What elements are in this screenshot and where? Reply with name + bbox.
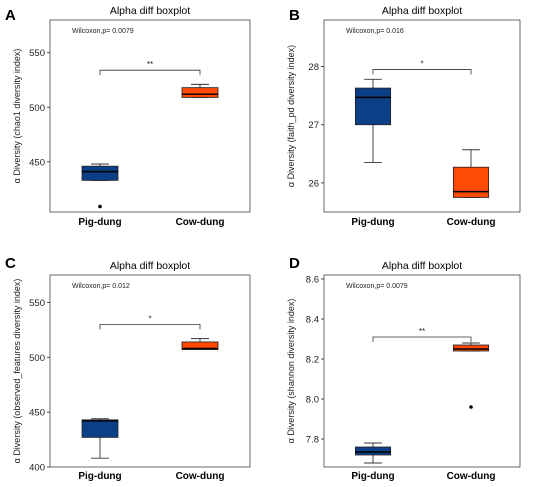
panel-d: D Alpha diff boxplot 7.8 8.0 8.2 8.4 8.6 α Dive…	[286, 255, 521, 482]
panel-a: A Alpha diff boxplot 450 500 550 α Diversity …	[5, 5, 251, 228]
significance-stars: *	[420, 59, 423, 68]
y-tick-label: 26	[308, 178, 319, 189]
panel-label: B	[289, 7, 300, 24]
chart-title: Alpha diff boxplot	[110, 260, 190, 272]
stat-text: Wilcoxon,p= 0.0079	[346, 283, 408, 290]
chart-title: Alpha diff boxplot	[110, 5, 190, 17]
x-category-label: Pig-dung	[351, 471, 394, 482]
x-category-label: Cow-dung	[176, 217, 225, 228]
box-iqr	[81, 419, 119, 438]
y-tick-label: 450	[29, 157, 45, 168]
panel-c: C Alpha diff boxplot 400 450 500 550 α Diversi…	[5, 255, 251, 482]
y-tick-label: 7.8	[306, 435, 319, 446]
y-tick-label: 550	[29, 48, 45, 59]
plot-frame	[49, 274, 251, 468]
significance-bracket	[372, 336, 472, 342]
box-iqr	[354, 446, 392, 456]
box-iqr	[354, 87, 392, 126]
box-iqr	[452, 344, 490, 352]
x-category-label: Pig-dung	[351, 217, 394, 228]
box-pig-dung	[81, 163, 119, 209]
y-tick-label: 500	[29, 103, 45, 114]
panel-label: C	[5, 255, 16, 272]
y-axis-label: α Diversity (chao1 diversity index)	[12, 49, 22, 184]
box-cow-dung	[181, 338, 219, 351]
x-category-label: Cow-dung	[447, 471, 496, 482]
box-cow-dung	[452, 149, 490, 198]
y-tick-label: 8.0	[306, 395, 319, 406]
significance-stars: *	[148, 314, 151, 323]
box-pig-dung	[354, 442, 392, 464]
x-category-label: Cow-dung	[176, 471, 225, 482]
y-tick-label: 450	[29, 408, 45, 419]
plot-frame	[49, 19, 251, 213]
y-axis-label: α Diversity (observed_features diversity…	[12, 279, 22, 464]
panel-b: B Alpha diff boxplot 26 27 28 α Diversity (fa…	[286, 5, 521, 228]
box-iqr	[452, 166, 490, 198]
stat-text: Wilcoxon,p= 0.012	[72, 283, 130, 290]
panel-label: D	[289, 255, 300, 272]
y-axis-label: α Diversity (shannon diversity index)	[286, 299, 296, 444]
significance-stars: **	[419, 327, 425, 336]
y-tick-label: 28	[308, 62, 319, 73]
y-tick-label: 400	[29, 463, 45, 474]
y-tick-label: 8.2	[306, 355, 319, 366]
box-pig-dung	[81, 418, 119, 459]
y-tick-label: 550	[29, 298, 45, 309]
y-tick-label: 8.4	[306, 315, 319, 326]
box-pig-dung	[354, 78, 392, 163]
x-category-label: Pig-dung	[78, 217, 121, 228]
box-iqr	[181, 341, 219, 351]
y-tick-label: 27	[308, 120, 319, 131]
outlier-point	[98, 204, 102, 209]
plot-frame	[323, 274, 521, 468]
y-tick-label: 8.6	[306, 275, 319, 286]
panel-label: A	[5, 7, 16, 24]
box-cow-dung	[452, 342, 490, 409]
box-cow-dung	[181, 83, 219, 98]
outlier-point	[469, 405, 473, 409]
significance-bracket	[99, 69, 201, 76]
significance-stars: **	[147, 60, 153, 69]
box-iqr	[181, 87, 219, 98]
y-tick-label: 500	[29, 353, 45, 364]
x-category-label: Pig-dung	[78, 471, 121, 482]
y-axis-label: α Diversity (faith_pd diversity index)	[286, 45, 296, 187]
plot-frame	[323, 19, 521, 213]
chart-title: Alpha diff boxplot	[382, 260, 462, 272]
stat-text: Wilcoxon,p= 0.016	[346, 28, 404, 35]
box-iqr	[81, 165, 119, 181]
stat-text: Wilcoxon,p= 0.0079	[72, 28, 134, 35]
significance-bracket	[372, 69, 472, 75]
x-category-label: Cow-dung	[447, 217, 496, 228]
chart-title: Alpha diff boxplot	[382, 5, 462, 17]
significance-bracket	[99, 323, 201, 330]
